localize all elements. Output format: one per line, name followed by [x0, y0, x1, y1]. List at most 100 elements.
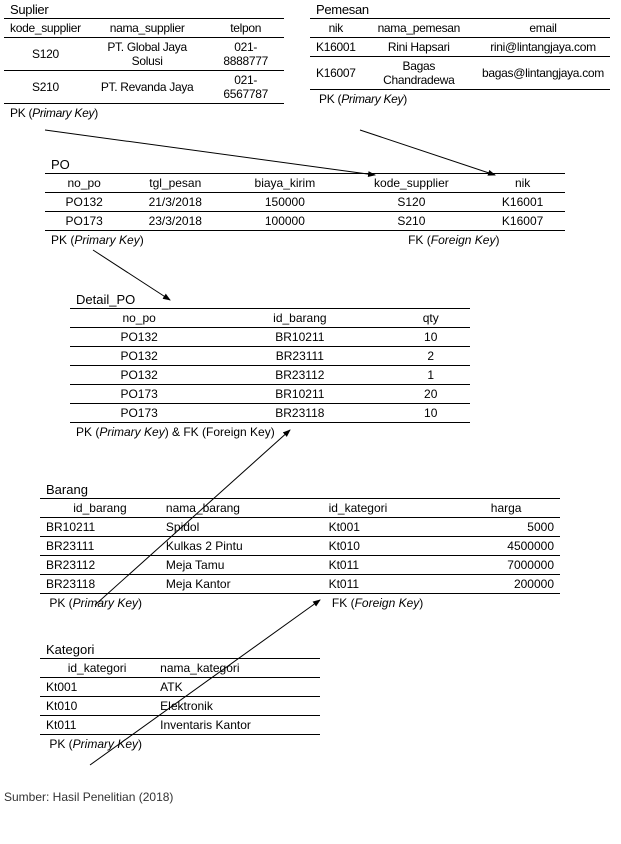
- cell: PO132: [70, 347, 208, 366]
- cell: 10: [391, 404, 470, 423]
- table-po: PO no_po tgl_pesan biaya_kirim kode_supp…: [45, 155, 565, 249]
- cell: PO173: [70, 385, 208, 404]
- cell: K16007: [480, 212, 565, 231]
- cell: Kt010: [40, 697, 154, 716]
- cell: 20: [391, 385, 470, 404]
- cell: K16007: [310, 57, 362, 90]
- pk-label: PK (Primary Key): [310, 90, 610, 109]
- col-header: no_po: [70, 309, 208, 328]
- table-kategori: Kategori id_kategori nama_kategori Kt001…: [40, 640, 320, 753]
- cell: BR23111: [208, 347, 391, 366]
- cell: PT. Revanda Jaya: [87, 71, 208, 104]
- col-header: id_barang: [208, 309, 391, 328]
- cell: PO132: [45, 193, 123, 212]
- table-title: Pemesan: [310, 0, 610, 19]
- col-header: nama_kategori: [154, 659, 320, 678]
- cell: S210: [343, 212, 481, 231]
- cell: Rini Hapsari: [362, 38, 476, 57]
- table-title: Suplier: [4, 0, 284, 19]
- fk-label: FK (Foreign Key): [343, 231, 565, 250]
- pk-label: PK (Primary Key): [40, 594, 323, 613]
- cell: BR10211: [208, 328, 391, 347]
- col-header: harga: [452, 499, 560, 518]
- cell: Kt011: [40, 716, 154, 735]
- cell: S210: [4, 71, 87, 104]
- cell: PO173: [70, 404, 208, 423]
- cell: Meja Tamu: [160, 556, 323, 575]
- cell: 100000: [227, 212, 342, 231]
- cell: PO173: [45, 212, 123, 231]
- cell: BR23118: [40, 575, 160, 594]
- col-header: telpon: [207, 19, 284, 38]
- cell: K16001: [310, 38, 362, 57]
- cell: S120: [343, 193, 481, 212]
- table-detail-po: Detail_PO no_po id_barang qty PO132BR102…: [70, 290, 470, 441]
- col-header: nama_pemesan: [362, 19, 476, 38]
- cell: 7000000: [452, 556, 560, 575]
- table-title: PO: [45, 155, 565, 174]
- pk-label: PK (Primary Key): [4, 104, 284, 123]
- cell: 021-6567787: [207, 71, 284, 104]
- cell: 21/3/2018: [123, 193, 227, 212]
- cell: PO132: [70, 366, 208, 385]
- col-header: qty: [391, 309, 470, 328]
- cell: rini@lintangjaya.com: [476, 38, 610, 57]
- cell: Kulkas 2 Pintu: [160, 537, 323, 556]
- col-header: id_kategori: [323, 499, 453, 518]
- cell: PT. Global Jaya Solusi: [87, 38, 208, 71]
- col-header: no_po: [45, 174, 123, 193]
- table-title: Detail_PO: [70, 290, 470, 309]
- col-header: nik: [310, 19, 362, 38]
- cell: 23/3/2018: [123, 212, 227, 231]
- pk-label: PK (Primary Key): [40, 735, 320, 754]
- cell: 2: [391, 347, 470, 366]
- table-barang: Barang id_barang nama_barang id_kategori…: [40, 480, 560, 612]
- cell: BR23112: [40, 556, 160, 575]
- cell: bagas@lintangjaya.com: [476, 57, 610, 90]
- col-header: nik: [480, 174, 565, 193]
- col-header: email: [476, 19, 610, 38]
- pk-fk-label: PK (Primary Key) & FK (Foreign Key): [70, 423, 470, 442]
- table-title: Barang: [40, 480, 560, 499]
- col-header: kode_supplier: [4, 19, 87, 38]
- cell: 021-8888777: [207, 38, 284, 71]
- cell: S120: [4, 38, 87, 71]
- cell: Inventaris Kantor: [154, 716, 320, 735]
- cell: Spidol: [160, 518, 323, 537]
- col-header: tgl_pesan: [123, 174, 227, 193]
- cell: 5000: [452, 518, 560, 537]
- fk-label: FK (Foreign Key): [323, 594, 560, 613]
- cell: BR10211: [208, 385, 391, 404]
- cell: 10: [391, 328, 470, 347]
- cell: Elektronik: [154, 697, 320, 716]
- pk-label: PK (Primary Key): [45, 231, 227, 250]
- cell: 200000: [452, 575, 560, 594]
- col-header: id_barang: [40, 499, 160, 518]
- cell: BR23118: [208, 404, 391, 423]
- col-header: kode_supplier: [343, 174, 481, 193]
- cell: BR23112: [208, 366, 391, 385]
- cell: 1: [391, 366, 470, 385]
- col-header: nama_supplier: [87, 19, 208, 38]
- cell: Meja Kantor: [160, 575, 323, 594]
- cell: 150000: [227, 193, 342, 212]
- col-header: nama_barang: [160, 499, 323, 518]
- col-header: biaya_kirim: [227, 174, 342, 193]
- col-header: id_kategori: [40, 659, 154, 678]
- cell: ATK: [154, 678, 320, 697]
- cell: BR10211: [40, 518, 160, 537]
- cell: BR23111: [40, 537, 160, 556]
- cell: Kt001: [323, 518, 453, 537]
- cell: PO132: [70, 328, 208, 347]
- cell: Bagas Chandradewa: [362, 57, 476, 90]
- cell: 4500000: [452, 537, 560, 556]
- cell: K16001: [480, 193, 565, 212]
- cell: Kt011: [323, 575, 453, 594]
- table-title: Kategori: [40, 640, 320, 659]
- source-note: Sumber: Hasil Penelitian (2018): [4, 790, 173, 804]
- table-supplier: Suplier kode_supplier nama_supplier telp…: [4, 0, 284, 122]
- cell: Kt010: [323, 537, 453, 556]
- table-pemesan: Pemesan nik nama_pemesan email K16001 Ri…: [310, 0, 610, 108]
- cell: Kt001: [40, 678, 154, 697]
- cell: Kt011: [323, 556, 453, 575]
